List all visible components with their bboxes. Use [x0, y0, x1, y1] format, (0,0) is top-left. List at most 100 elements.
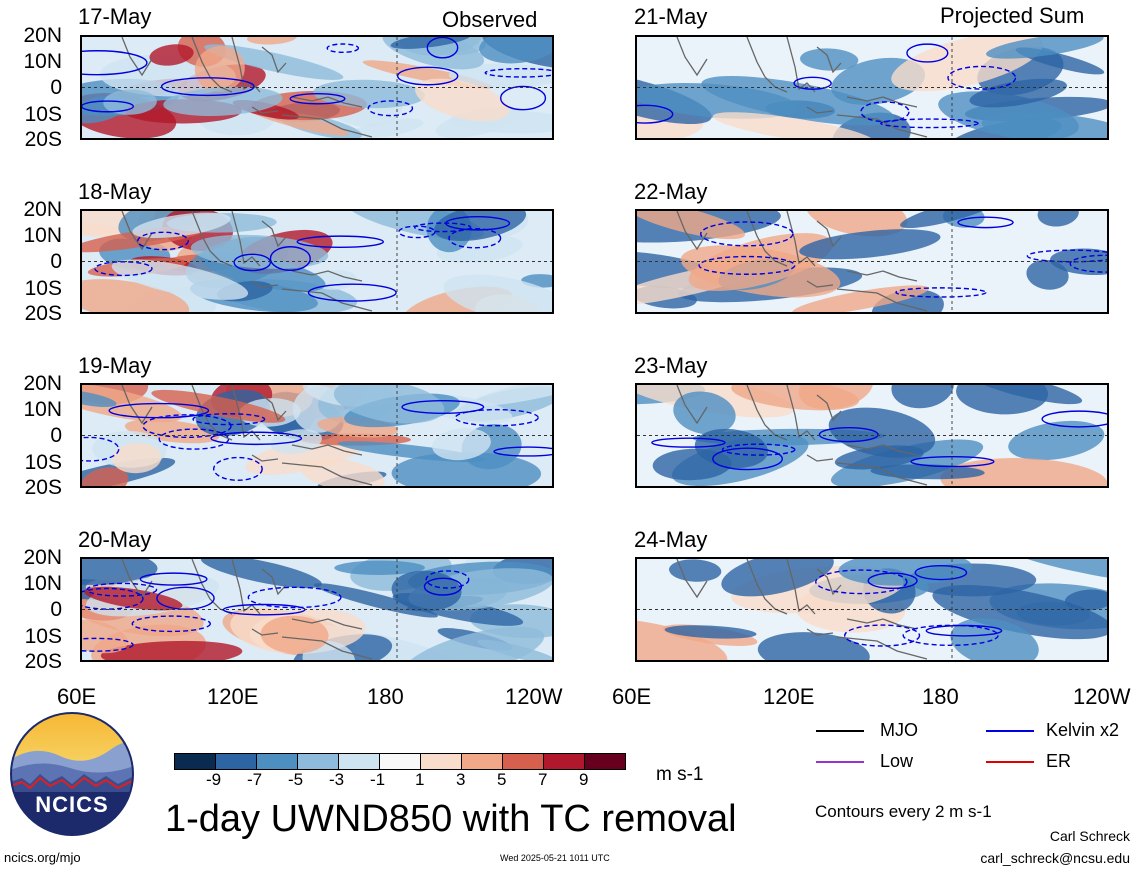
- kelvin-contour: [957, 216, 1014, 229]
- kelvin-contour: [1041, 410, 1107, 428]
- colorbar-swatch: [543, 753, 585, 770]
- legend-line-er: [986, 761, 1034, 763]
- kelvin-contour: [289, 92, 346, 105]
- easterly-anomaly-blob: [900, 211, 1001, 229]
- easterly-anomaly-blob: [477, 639, 552, 660]
- map-panel-observed-4: [80, 557, 554, 662]
- main-title: 1-day UWND850 with TC removal: [165, 798, 737, 840]
- westerly-anomaly-blob: [415, 78, 510, 122]
- kelvin-contour: [137, 231, 189, 251]
- coastline: [676, 559, 928, 660]
- lat-label: 10S: [24, 103, 62, 126]
- easterly-anomaly-blob: [1010, 559, 1107, 585]
- westerly-anomaly-blob: [805, 211, 908, 237]
- colorbar-tick-label: -1: [370, 770, 386, 789]
- colorbar-swatch: [502, 753, 544, 770]
- map-panel-observed-2: [80, 209, 554, 314]
- easterly-anomaly-blob: [956, 385, 1049, 415]
- easterly-anomaly-blob: [830, 439, 984, 486]
- lon-label: 120E: [207, 684, 259, 709]
- easterly-anomaly-blob: [721, 559, 834, 597]
- kelvin-contour: [82, 587, 144, 610]
- easterly-anomaly-blob: [82, 559, 158, 585]
- coastline: [121, 211, 373, 312]
- legend-line-mjo: [816, 730, 864, 732]
- observed-header: Observed: [442, 7, 538, 32]
- easterly-anomaly-blob: [351, 118, 424, 138]
- lat-label: 0: [50, 598, 62, 621]
- kelvin-contour: [367, 100, 414, 117]
- legend-label-mjo: MJO: [880, 720, 918, 740]
- lon-label: 60E: [612, 684, 652, 709]
- kelvin-contour: [247, 586, 342, 609]
- lat-label: 0: [50, 250, 62, 273]
- easterly-anomaly-blob: [799, 229, 941, 260]
- westerly-anomaly-blob: [792, 285, 929, 312]
- kelvin-contour: [413, 222, 472, 233]
- coastline: [676, 385, 928, 486]
- easterly-anomaly-blob: [891, 385, 954, 409]
- kelvin-contour: [401, 400, 485, 414]
- easterly-anomaly-blob: [434, 211, 527, 241]
- easterly-anomaly-blob: [111, 259, 249, 300]
- easterly-anomaly-blob: [968, 385, 1083, 405]
- map-panel-projected-2: [635, 209, 1109, 314]
- colorbar-tick-label: -9: [206, 770, 222, 789]
- westerly-anomaly-blob: [82, 467, 129, 486]
- colorbar-tick-label: 5: [497, 770, 507, 789]
- panel-date: 17-May: [78, 4, 152, 29]
- westerly-anomaly-blob: [84, 586, 183, 611]
- kelvin-contour: [397, 66, 459, 86]
- colorbar-swatch: [174, 753, 216, 770]
- lon-label: 120W: [505, 684, 563, 709]
- kelvin-contour: [1069, 254, 1107, 273]
- easterly-anomaly-blob: [969, 78, 1067, 108]
- kelvin-contour: [326, 43, 360, 54]
- lon-label: 120W: [1073, 684, 1131, 709]
- website-link[interactable]: ncics.org/mjo: [4, 850, 81, 865]
- easterly-anomaly-blob: [981, 112, 1107, 138]
- lat-label: 10S: [24, 277, 62, 300]
- kelvin-contour: [82, 637, 134, 652]
- kelvin-contour: [793, 76, 832, 90]
- panel-date: 20-May: [78, 527, 152, 552]
- panel-date: 23-May: [634, 353, 708, 378]
- legend-label-er: ER: [1046, 751, 1072, 771]
- wind-field: [82, 37, 552, 138]
- kelvin-contour: [880, 118, 979, 129]
- panel-date: 21-May: [634, 4, 708, 29]
- easterly-anomaly-blob: [637, 82, 798, 119]
- colorbar-swatch: [379, 753, 421, 770]
- colorbar-swatch: [584, 753, 626, 770]
- map-panel-observed-3: [80, 383, 554, 488]
- map-panel-observed-1: [80, 35, 554, 140]
- westerly-anomaly-blob: [100, 640, 243, 660]
- westerly-anomaly-blob: [151, 389, 286, 423]
- lat-label: 20N: [23, 198, 62, 221]
- easterly-anomaly-blob: [404, 626, 545, 660]
- panel-date: 22-May: [634, 179, 708, 204]
- colorbar-swatch: [256, 753, 298, 770]
- lat-label: 20N: [23, 24, 62, 47]
- westerly-anomaly-blob: [260, 615, 329, 654]
- westerly-anomaly-blob: [637, 211, 746, 240]
- westerly-anomaly-blob: [940, 458, 1107, 486]
- kelvin-contour: [914, 564, 968, 581]
- westerly-anomaly-blob: [194, 46, 245, 92]
- easterly-anomaly-blob: [828, 407, 936, 458]
- lon-label: 120E: [763, 684, 815, 709]
- westerly-anomaly-blob: [245, 435, 366, 475]
- easterly-anomaly-blob: [701, 75, 895, 126]
- map-panel-projected-3: [635, 383, 1109, 488]
- easterly-anomaly-blob: [200, 559, 322, 589]
- easterly-anomaly-blob: [1064, 589, 1107, 611]
- kelvin-contour: [493, 446, 552, 457]
- easterly-anomaly-blob: [1008, 420, 1105, 461]
- easterly-anomaly-blob: [334, 560, 425, 575]
- easterly-anomaly-blob: [313, 583, 438, 618]
- easterly-anomaly-blob: [448, 63, 552, 88]
- lat-label: 20S: [24, 476, 62, 499]
- map-panel-projected-1: [635, 35, 1109, 140]
- kelvin-contour: [131, 615, 211, 633]
- projected-header: Projected Sum: [940, 3, 1085, 28]
